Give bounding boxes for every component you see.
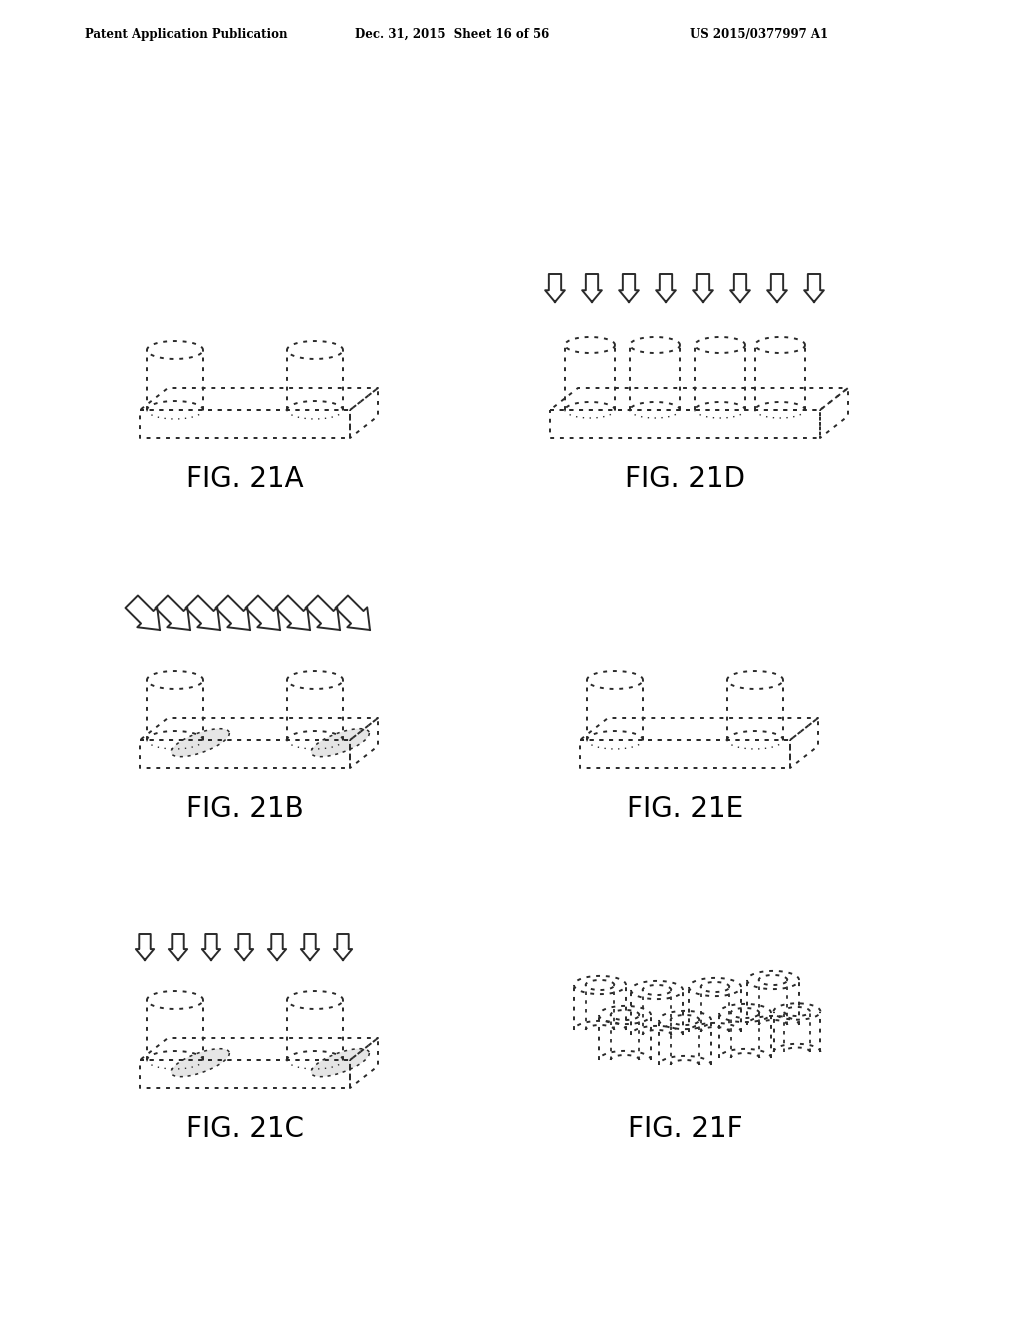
Text: US 2015/0377997 A1: US 2015/0377997 A1 xyxy=(690,28,828,41)
Text: FIG. 21F: FIG. 21F xyxy=(628,1115,742,1143)
Text: Dec. 31, 2015  Sheet 16 of 56: Dec. 31, 2015 Sheet 16 of 56 xyxy=(355,28,549,41)
Text: Patent Application Publication: Patent Application Publication xyxy=(85,28,288,41)
Text: FIG. 21C: FIG. 21C xyxy=(186,1115,304,1143)
Ellipse shape xyxy=(171,1048,229,1077)
Text: FIG. 21D: FIG. 21D xyxy=(625,465,745,492)
Ellipse shape xyxy=(311,729,370,756)
Text: FIG. 21E: FIG. 21E xyxy=(627,795,743,822)
Text: FIG. 21A: FIG. 21A xyxy=(186,465,304,492)
Text: FIG. 21B: FIG. 21B xyxy=(186,795,304,822)
Ellipse shape xyxy=(311,1048,370,1077)
Ellipse shape xyxy=(171,729,229,756)
